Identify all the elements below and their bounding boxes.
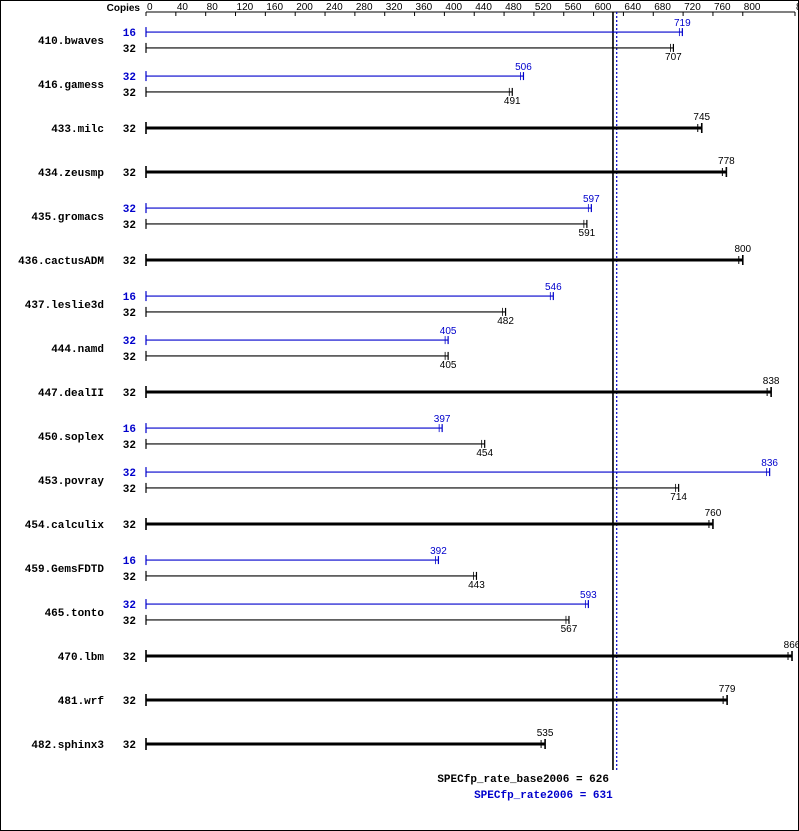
copies-base: 32 bbox=[123, 256, 136, 268]
axis-tick-label: 560 bbox=[565, 2, 582, 13]
peak-value: 397 bbox=[434, 414, 451, 425]
benchmark-name: 454.calculix bbox=[25, 520, 105, 532]
benchmark-name: 435.gromacs bbox=[31, 212, 104, 224]
peak-value: 546 bbox=[545, 282, 562, 293]
copies-peak: 32 bbox=[123, 468, 136, 480]
benchmark-name: 437.leslie3d bbox=[25, 300, 104, 312]
benchmark-name: 481.wrf bbox=[58, 696, 105, 708]
axis-tick-label: 320 bbox=[386, 2, 403, 13]
benchmark-name: 410.bwaves bbox=[38, 36, 104, 48]
copies-base: 32 bbox=[123, 572, 136, 584]
base-value: 405 bbox=[440, 360, 457, 371]
copies-peak: 32 bbox=[123, 204, 136, 216]
copies-base: 32 bbox=[123, 696, 136, 708]
copies-base: 32 bbox=[123, 388, 136, 400]
axis-tick-label: 40 bbox=[177, 2, 189, 13]
axis-tick-label: 720 bbox=[684, 2, 701, 13]
copies-base: 32 bbox=[123, 124, 136, 136]
base-value: 707 bbox=[665, 52, 682, 63]
axis-tick-label: 440 bbox=[475, 2, 492, 13]
spec-rate-chart: Copies 0 40 80 120 160 200 240 280 320 360 400 440 48… bbox=[0, 0, 799, 831]
copies-base: 32 bbox=[123, 168, 136, 180]
axis-tick-label: 800 bbox=[744, 2, 761, 13]
axis-tick-label: 360 bbox=[416, 2, 433, 13]
axis-tick-label: 280 bbox=[356, 2, 373, 13]
base-value: 866 bbox=[784, 640, 799, 651]
base-value: 745 bbox=[693, 112, 710, 123]
peak-value: 405 bbox=[440, 326, 457, 337]
axis-tick-label: 80 bbox=[207, 2, 219, 13]
benchmark-name: 482.sphinx3 bbox=[31, 740, 104, 752]
copies-base: 32 bbox=[123, 440, 136, 452]
copies-base: 32 bbox=[123, 220, 136, 232]
reference-line-label: SPECfp_rate2006 = 631 bbox=[474, 790, 613, 802]
benchmark-name: 470.lbm bbox=[58, 652, 105, 664]
peak-value: 593 bbox=[580, 590, 597, 601]
axis-tick-label: 0 bbox=[147, 2, 153, 13]
axis-tick-label: 760 bbox=[714, 2, 731, 13]
axis-tick-label: 400 bbox=[445, 2, 462, 13]
copies-base: 32 bbox=[123, 352, 136, 364]
axis-tick-label: 640 bbox=[624, 2, 641, 13]
axis-tick-label: 120 bbox=[237, 2, 254, 13]
copies-peak: 16 bbox=[123, 424, 136, 436]
copies-peak: 16 bbox=[123, 556, 136, 568]
peak-value: 506 bbox=[515, 62, 532, 73]
copies-peak: 32 bbox=[123, 336, 136, 348]
peak-value: 392 bbox=[430, 546, 447, 557]
axis-tick-label: 200 bbox=[296, 2, 313, 13]
base-value: 535 bbox=[537, 728, 554, 739]
axis-tick-label: 480 bbox=[505, 2, 522, 13]
axis-tick-label: 600 bbox=[595, 2, 612, 13]
axis-tick-label: 240 bbox=[326, 2, 343, 13]
benchmark-name: 433.milc bbox=[51, 124, 104, 136]
copies-base: 32 bbox=[123, 484, 136, 496]
peak-value: 836 bbox=[761, 458, 778, 469]
benchmark-name: 436.cactusADM bbox=[18, 256, 104, 268]
benchmark-name: 450.soplex bbox=[38, 432, 104, 444]
peak-value: 597 bbox=[583, 194, 600, 205]
reference-line-label: SPECfp_rate_base2006 = 626 bbox=[437, 774, 609, 786]
copies-base: 32 bbox=[123, 308, 136, 320]
axis-tick-label: 160 bbox=[266, 2, 283, 13]
base-value: 591 bbox=[579, 228, 596, 239]
base-value: 443 bbox=[468, 580, 485, 591]
base-value: 482 bbox=[497, 316, 514, 327]
base-value: 567 bbox=[561, 624, 578, 635]
copies-base: 32 bbox=[123, 44, 136, 56]
base-value: 714 bbox=[670, 492, 687, 503]
copies-base: 32 bbox=[123, 520, 136, 532]
benchmark-name: 459.GemsFDTD bbox=[25, 564, 105, 576]
base-value: 838 bbox=[763, 376, 780, 387]
benchmark-name: 416.gamess bbox=[38, 80, 104, 92]
base-value: 454 bbox=[476, 448, 493, 459]
peak-value: 719 bbox=[674, 18, 691, 29]
axis-copies-label: Copies bbox=[107, 3, 141, 14]
copies-peak: 16 bbox=[123, 28, 136, 40]
benchmark-name: 447.dealII bbox=[38, 388, 104, 400]
copies-base: 32 bbox=[123, 652, 136, 664]
benchmark-name: 444.namd bbox=[51, 344, 104, 356]
benchmark-name: 434.zeusmp bbox=[38, 168, 104, 180]
copies-base: 32 bbox=[123, 88, 136, 100]
benchmark-name: 453.povray bbox=[38, 476, 104, 488]
copies-base: 32 bbox=[123, 616, 136, 628]
copies-base: 32 bbox=[123, 740, 136, 752]
copies-peak: 16 bbox=[123, 292, 136, 304]
axis-tick-label: 520 bbox=[535, 2, 552, 13]
copies-peak: 32 bbox=[123, 72, 136, 84]
base-value: 800 bbox=[734, 244, 751, 255]
base-value: 760 bbox=[705, 508, 722, 519]
axis-tick-label: 680 bbox=[654, 2, 671, 13]
copies-peak: 32 bbox=[123, 600, 136, 612]
benchmark-name: 465.tonto bbox=[45, 608, 105, 620]
base-value: 779 bbox=[719, 684, 736, 695]
base-value: 491 bbox=[504, 96, 521, 107]
base-value: 778 bbox=[718, 156, 735, 167]
